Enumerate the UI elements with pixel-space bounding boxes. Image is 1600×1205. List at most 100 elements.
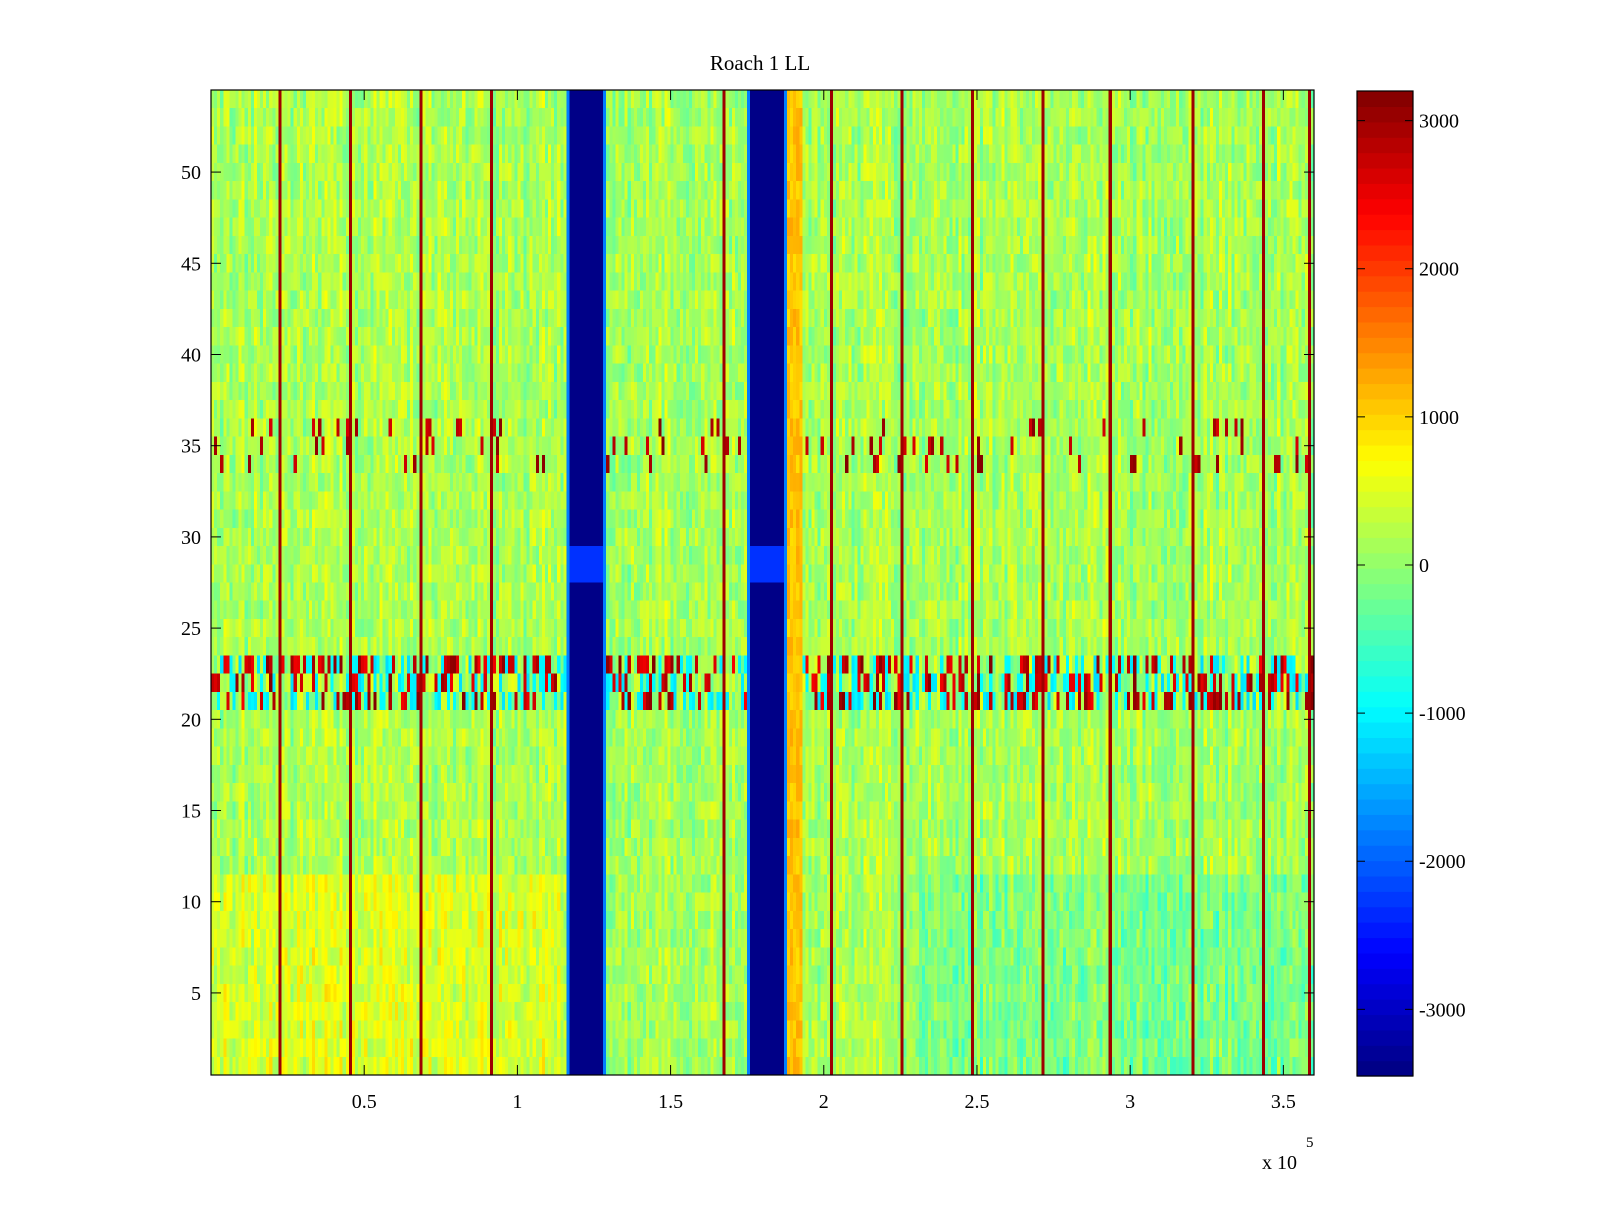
colorbar-segment (1357, 783, 1413, 800)
colorbar-segment (1357, 106, 1413, 123)
colorbar-segment (1357, 460, 1413, 477)
colorbar-segment (1357, 722, 1413, 739)
colorbar-segment (1357, 845, 1413, 862)
colorbar-frame (1356, 90, 1414, 1077)
colorbar-segment (1357, 737, 1413, 754)
colorbar-segment (1357, 1045, 1413, 1062)
y-tick-label: 50 (181, 162, 201, 184)
colorbar-segment (1357, 645, 1413, 662)
colorbar-segment (1357, 614, 1413, 631)
colorbar-segment (1357, 691, 1413, 708)
y-tick-label: 25 (181, 618, 201, 640)
x-tick-label: 2 (819, 1091, 829, 1113)
colorbar-segment (1357, 1060, 1413, 1077)
colorbar-segment (1357, 706, 1413, 723)
colorbar-segment (1357, 906, 1413, 923)
colorbar-segment (1357, 291, 1413, 308)
colorbar-tick-label: 1000 (1419, 407, 1459, 429)
colorbar-segment (1357, 1029, 1413, 1046)
colorbar-segment (1357, 629, 1413, 646)
colorbar-segment (1357, 321, 1413, 338)
colorbar-segment (1357, 91, 1413, 107)
colorbar-segment (1357, 506, 1413, 523)
colorbar-segment (1357, 475, 1413, 492)
x-tick-label: 1 (512, 1091, 522, 1113)
y-tick-label: 40 (181, 344, 201, 366)
heatmap-image (211, 90, 1314, 1075)
colorbar-segment (1357, 583, 1413, 600)
colorbar-tick-label: -1000 (1419, 703, 1466, 725)
colorbar-tick-label: -3000 (1419, 999, 1466, 1021)
colorbar-segment (1357, 891, 1413, 908)
colorbar-segment (1357, 752, 1413, 769)
x-tick-label: 2.5 (964, 1091, 989, 1113)
y-tick-label: 5 (191, 983, 201, 1005)
colorbar-segment (1357, 444, 1413, 461)
colorbar-segment (1357, 260, 1413, 277)
y-tick-label: 35 (181, 436, 201, 458)
colorbar-segment (1357, 983, 1413, 1000)
colorbar-segment (1357, 968, 1413, 985)
x-tick-label: 3 (1125, 1091, 1135, 1113)
colorbar-segment (1357, 875, 1413, 892)
colorbar-segment (1357, 152, 1413, 169)
colorbar-segment (1357, 398, 1413, 415)
heatmap-cells (211, 90, 1314, 1075)
colorbar-tick-label: 3000 (1419, 111, 1459, 133)
x-tick-label: 0.5 (352, 1091, 377, 1113)
colorbar-segment (1357, 491, 1413, 508)
colorbar-segment (1357, 352, 1413, 369)
colorbar-segment (1357, 1014, 1413, 1031)
colorbar-segment (1357, 675, 1413, 692)
colorbar-segment (1357, 660, 1413, 677)
colorbar-segment (1357, 306, 1413, 323)
x-tick-label: 1.5 (658, 1091, 683, 1113)
colorbar-segment (1357, 214, 1413, 231)
y-tick-label: 20 (181, 709, 201, 731)
colorbar-segment (1357, 368, 1413, 385)
colorbar-segment (1357, 598, 1413, 615)
colorbar-segment (1357, 798, 1413, 815)
colorbar-segment (1357, 337, 1413, 354)
colorbar-segment (1357, 829, 1413, 846)
colorbar-tick-label: 0 (1419, 555, 1429, 577)
chart-title: Roach 1 LL (710, 51, 810, 75)
plot-frame (210, 89, 1315, 1076)
colorbar-segment (1357, 429, 1413, 446)
y-axis: 5 10 15 20 25 30 35 40 45 50 (181, 162, 1314, 1005)
y-tick-label: 45 (181, 253, 201, 275)
x-exponent-power: 5 (1306, 1135, 1314, 1151)
colorbar-segment (1357, 275, 1413, 292)
colorbar-segment (1357, 952, 1413, 969)
colorbar-segment (1357, 568, 1413, 585)
colorbar-segment (1357, 922, 1413, 939)
y-tick-label: 30 (181, 527, 201, 549)
colorbar (1357, 91, 1413, 1077)
x-axis: 0.5 1 1.5 2 2.5 3 3.5 (352, 90, 1296, 1113)
colorbar-segment (1357, 198, 1413, 215)
colorbar-segment (1357, 860, 1413, 877)
colorbar-segment (1357, 183, 1413, 200)
colorbar-tick-label: 2000 (1419, 259, 1459, 281)
colorbar-segment (1357, 137, 1413, 154)
colorbar-tick-label: -2000 (1419, 851, 1466, 873)
colorbar-segment (1357, 537, 1413, 554)
colorbar-segment (1357, 768, 1413, 785)
colorbar-segment (1357, 814, 1413, 831)
colorbar-segment (1357, 937, 1413, 954)
colorbar-axis: -3000 -2000 -1000 0 1000 2000 3000 (1357, 111, 1466, 1021)
colorbar-segment (1357, 999, 1413, 1016)
colorbar-segment (1357, 244, 1413, 261)
y-tick-label: 15 (181, 801, 201, 823)
x-tick-label: 3.5 (1271, 1091, 1296, 1113)
colorbar-segment (1357, 229, 1413, 246)
x-axis-exponent: x 10 5 (1262, 1135, 1314, 1174)
colorbar-segment (1357, 167, 1413, 184)
colorbar-segment (1357, 383, 1413, 400)
colorbar-segment (1357, 121, 1413, 138)
colorbar-segment (1357, 414, 1413, 431)
colorbar-segment (1357, 521, 1413, 538)
colorbar-segment (1357, 552, 1413, 569)
